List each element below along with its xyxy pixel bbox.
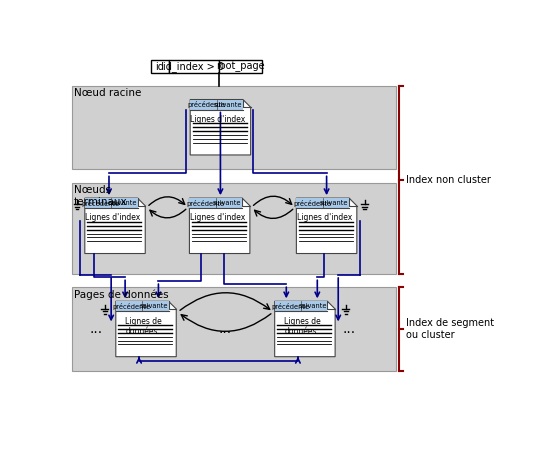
Text: Nœuds
terminaux: Nœuds terminaux — [74, 185, 127, 207]
Polygon shape — [189, 198, 250, 253]
Text: Pages de données: Pages de données — [74, 290, 169, 300]
Text: id: id — [156, 62, 164, 72]
Bar — [72, 86, 396, 169]
Text: Index de segment
ou cluster: Index de segment ou cluster — [405, 318, 494, 340]
Bar — [85, 198, 138, 208]
Bar — [72, 287, 396, 370]
Text: ...: ... — [90, 322, 103, 336]
Polygon shape — [275, 301, 335, 357]
Text: Index non cluster: Index non cluster — [405, 174, 491, 185]
Bar — [296, 198, 349, 208]
Text: ...: ... — [219, 322, 232, 336]
Text: Lignes d'index: Lignes d'index — [85, 213, 140, 222]
Polygon shape — [116, 301, 176, 357]
Bar — [116, 301, 169, 311]
Bar — [275, 301, 327, 311]
Text: Lignes d'index: Lignes d'index — [190, 213, 245, 222]
Text: suivante: suivante — [298, 303, 327, 309]
Polygon shape — [85, 198, 145, 253]
Text: suivante: suivante — [108, 200, 137, 206]
Text: suivante: suivante — [214, 102, 242, 108]
Text: précédente: précédente — [186, 200, 224, 207]
Text: Lignes de
données: Lignes de données — [284, 317, 321, 336]
Text: root_page: root_page — [216, 62, 264, 72]
Polygon shape — [190, 100, 250, 155]
Bar — [189, 198, 242, 208]
Bar — [190, 100, 243, 110]
Bar — [219, 60, 261, 73]
Text: id_index > 0: id_index > 0 — [163, 62, 224, 72]
Text: suivante: suivante — [320, 200, 349, 206]
Text: Lignes d'index: Lignes d'index — [296, 213, 352, 222]
Bar — [151, 60, 169, 73]
Text: précédente: précédente — [272, 303, 309, 310]
Bar — [72, 183, 396, 274]
Bar — [169, 60, 219, 73]
Text: Nœud racine: Nœud racine — [74, 88, 141, 98]
Polygon shape — [296, 198, 357, 253]
Text: précédente: précédente — [81, 200, 120, 207]
Text: Lignes de
données: Lignes de données — [125, 317, 162, 336]
Text: Lignes d'index: Lignes d'index — [190, 115, 246, 124]
Text: ...: ... — [343, 322, 356, 336]
Text: suivante: suivante — [139, 303, 168, 309]
Text: précédente: précédente — [293, 200, 331, 207]
Text: précédente: précédente — [113, 303, 151, 310]
Text: suivante: suivante — [213, 200, 242, 206]
Text: précédente: précédente — [187, 101, 225, 108]
